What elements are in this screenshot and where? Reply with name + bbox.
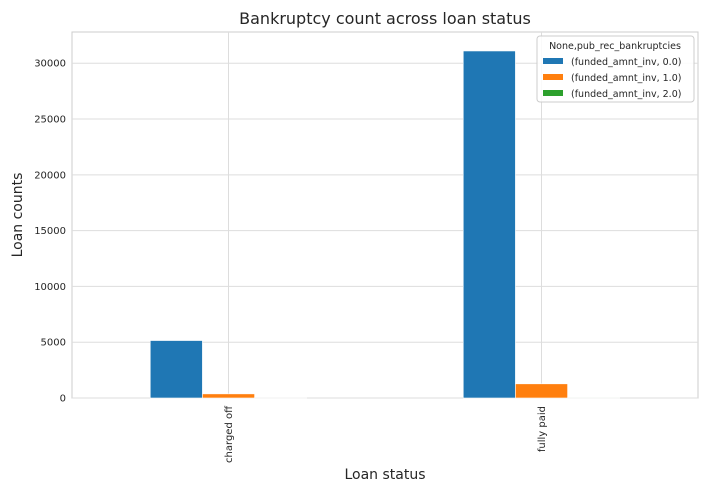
bar bbox=[202, 393, 255, 399]
legend-entry-label: (funded_amnt_inv, 2.0) bbox=[571, 89, 681, 100]
y-tick-label: 30000 bbox=[34, 59, 66, 70]
legend-swatch bbox=[543, 90, 563, 96]
bar bbox=[462, 50, 516, 399]
legend-title: None,pub_rec_bankruptcies bbox=[549, 41, 681, 52]
y-axis-ticks: 0 5000 10000 15000 20000 25000 30000 bbox=[34, 59, 66, 405]
x-tick-label: charged off bbox=[224, 405, 235, 463]
y-tick-label: 5000 bbox=[41, 338, 66, 349]
legend: None,pub_rec_bankruptcies (funded_amnt_i… bbox=[536, 35, 695, 103]
x-axis-ticks: charged off fully paid bbox=[224, 405, 548, 463]
x-axis-label: Loan status bbox=[344, 467, 425, 483]
y-tick-label: 10000 bbox=[34, 282, 66, 293]
legend-entry-label: (funded_amnt_inv, 0.0) bbox=[571, 57, 681, 68]
bar bbox=[515, 383, 568, 399]
legend-entry-label: (funded_amnt_inv, 1.0) bbox=[571, 73, 681, 84]
y-tick-label: 15000 bbox=[34, 226, 66, 237]
y-axis-label: Loan counts bbox=[10, 173, 26, 258]
bars bbox=[149, 50, 621, 399]
bar bbox=[149, 340, 203, 399]
y-tick-label: 20000 bbox=[34, 170, 66, 181]
y-tick-label: 0 bbox=[60, 394, 66, 405]
legend-swatch bbox=[543, 74, 563, 80]
chart-title: Bankruptcy count across loan status bbox=[239, 9, 531, 28]
legend-swatch bbox=[543, 58, 563, 64]
x-tick-label: fully paid bbox=[537, 406, 548, 452]
legend-box bbox=[536, 35, 695, 103]
y-tick-label: 25000 bbox=[34, 115, 66, 126]
